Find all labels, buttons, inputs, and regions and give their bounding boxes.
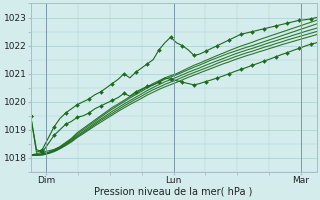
X-axis label: Pression niveau de la mer( hPa ): Pression niveau de la mer( hPa ) [94,187,253,197]
